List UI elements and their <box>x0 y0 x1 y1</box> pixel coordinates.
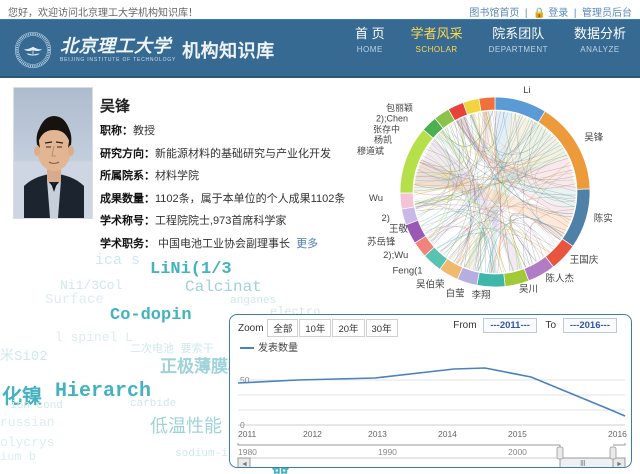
svg-text:吴锋: 吴锋 <box>584 132 604 144</box>
svg-text:王国庆: 王国庆 <box>570 254 599 266</box>
svg-text:2013: 2013 <box>368 429 387 439</box>
svg-text:1990: 1990 <box>378 447 397 457</box>
svg-text:陈人杰: 陈人杰 <box>546 273 575 285</box>
svg-text:2015: 2015 <box>508 429 527 439</box>
svg-text:2012: 2012 <box>303 429 322 439</box>
svg-text:吴伯荣: 吴伯荣 <box>416 279 445 291</box>
svg-text:2016: 2016 <box>608 429 627 439</box>
svg-text:李翔: 李翔 <box>472 289 491 301</box>
svg-text:2011: 2011 <box>238 429 257 439</box>
svg-text:Feng(1: Feng(1 <box>392 266 422 277</box>
svg-text:1980: 1980 <box>238 447 257 457</box>
svg-text:吴川: 吴川 <box>519 284 538 295</box>
svg-text:◄: ◄ <box>241 461 248 468</box>
svg-text:白莹: 白莹 <box>446 287 465 299</box>
svg-text:►: ► <box>616 461 623 468</box>
svg-text:陈实: 陈实 <box>594 212 613 224</box>
svg-text:2000: 2000 <box>508 447 527 457</box>
svg-text:2014: 2014 <box>438 429 457 439</box>
svg-text:Ⅲ: Ⅲ <box>580 459 586 468</box>
svg-text:Li: Li <box>523 85 530 96</box>
